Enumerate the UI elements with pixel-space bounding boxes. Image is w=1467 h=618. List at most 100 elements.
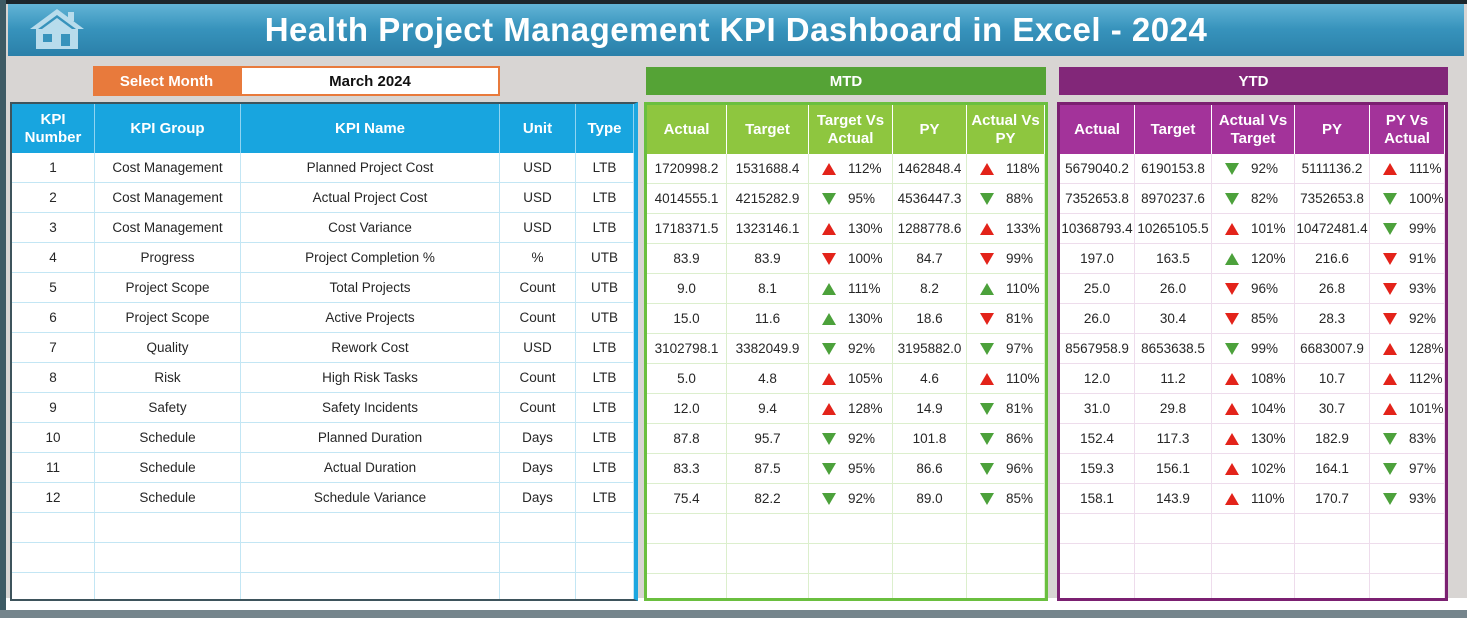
mtd-target-vs-actual-cell[interactable]: 92% (809, 424, 893, 454)
empty-cell[interactable] (727, 544, 809, 574)
type-cell[interactable]: UTB (576, 273, 634, 303)
empty-cell[interactable] (95, 513, 241, 543)
empty-cell[interactable] (727, 514, 809, 544)
empty-cell[interactable] (727, 574, 809, 598)
empty-cell[interactable] (1370, 514, 1445, 544)
ytd-py-cell[interactable]: 6683007.9 (1295, 334, 1370, 364)
kpi-number-cell[interactable]: 11 (12, 453, 95, 483)
type-cell[interactable]: LTB (576, 483, 634, 513)
kpi-name-cell[interactable]: Actual Project Cost (241, 183, 500, 213)
mtd-actual-cell[interactable]: 12.0 (647, 394, 727, 424)
ytd-actual-vs-target-cell[interactable]: 108% (1212, 364, 1295, 394)
mtd-py-cell[interactable]: 4536447.3 (893, 184, 967, 214)
empty-cell[interactable] (1370, 544, 1445, 574)
ytd-actual-vs-target-cell[interactable]: 96% (1212, 274, 1295, 304)
mtd-py-cell[interactable]: 14.9 (893, 394, 967, 424)
empty-cell[interactable] (809, 544, 893, 574)
empty-cell[interactable] (809, 514, 893, 544)
ytd-py-cell[interactable]: 30.7 (1295, 394, 1370, 424)
mtd-py-cell[interactable]: 18.6 (893, 304, 967, 334)
empty-cell[interactable] (241, 573, 500, 599)
mtd-actual-vs-py-cell[interactable]: 86% (967, 424, 1045, 454)
empty-cell[interactable] (1212, 514, 1295, 544)
mtd-target-vs-actual-cell[interactable]: 95% (809, 454, 893, 484)
mtd-actual-cell[interactable]: 5.0 (647, 364, 727, 394)
kpi-name-cell[interactable]: Cost Variance (241, 213, 500, 243)
kpi-name-cell[interactable]: Total Projects (241, 273, 500, 303)
empty-cell[interactable] (967, 514, 1045, 544)
ytd-target-cell[interactable]: 8970237.6 (1135, 184, 1212, 214)
mtd-py-cell[interactable]: 1288778.6 (893, 214, 967, 244)
empty-cell[interactable] (647, 574, 727, 598)
unit-cell[interactable]: Days (500, 453, 576, 483)
unit-cell[interactable]: Count (500, 363, 576, 393)
ytd-target-cell[interactable]: 30.4 (1135, 304, 1212, 334)
empty-cell[interactable] (893, 514, 967, 544)
kpi-name-cell[interactable]: Safety Incidents (241, 393, 500, 423)
kpi-group-cell[interactable]: Cost Management (95, 183, 241, 213)
ytd-py-cell[interactable]: 5111136.2 (1295, 154, 1370, 184)
empty-cell[interactable] (1212, 574, 1295, 598)
unit-cell[interactable]: % (500, 243, 576, 273)
kpi-name-cell[interactable]: High Risk Tasks (241, 363, 500, 393)
mtd-target-cell[interactable]: 8.1 (727, 274, 809, 304)
mtd-target-cell[interactable]: 1531688.4 (727, 154, 809, 184)
mtd-target-cell[interactable]: 1323146.1 (727, 214, 809, 244)
home-button[interactable] (26, 8, 88, 52)
ytd-py-cell[interactable]: 216.6 (1295, 244, 1370, 274)
empty-cell[interactable] (1060, 514, 1135, 544)
mtd-actual-vs-py-cell[interactable]: 133% (967, 214, 1045, 244)
ytd-actual-cell[interactable]: 12.0 (1060, 364, 1135, 394)
type-cell[interactable]: LTB (576, 423, 634, 453)
ytd-actual-cell[interactable]: 158.1 (1060, 484, 1135, 514)
type-cell[interactable]: UTB (576, 303, 634, 333)
empty-cell[interactable] (95, 543, 241, 573)
ytd-target-cell[interactable]: 8653638.5 (1135, 334, 1212, 364)
ytd-actual-vs-target-cell[interactable]: 104% (1212, 394, 1295, 424)
empty-cell[interactable] (967, 574, 1045, 598)
ytd-py-cell[interactable]: 10.7 (1295, 364, 1370, 394)
mtd-target-cell[interactable]: 83.9 (727, 244, 809, 274)
ytd-actual-cell[interactable]: 5679040.2 (1060, 154, 1135, 184)
mtd-actual-vs-py-cell[interactable]: 110% (967, 274, 1045, 304)
ytd-py-cell[interactable]: 182.9 (1295, 424, 1370, 454)
kpi-number-cell[interactable]: 4 (12, 243, 95, 273)
ytd-py-cell[interactable]: 164.1 (1295, 454, 1370, 484)
ytd-target-cell[interactable]: 143.9 (1135, 484, 1212, 514)
ytd-target-cell[interactable]: 117.3 (1135, 424, 1212, 454)
ytd-actual-cell[interactable]: 25.0 (1060, 274, 1135, 304)
empty-cell[interactable] (647, 514, 727, 544)
ytd-target-cell[interactable]: 11.2 (1135, 364, 1212, 394)
ytd-actual-vs-target-cell[interactable]: 120% (1212, 244, 1295, 274)
type-cell[interactable]: LTB (576, 153, 634, 183)
kpi-group-cell[interactable]: Schedule (95, 483, 241, 513)
unit-cell[interactable]: USD (500, 213, 576, 243)
ytd-actual-vs-target-cell[interactable]: 99% (1212, 334, 1295, 364)
unit-cell[interactable]: Days (500, 423, 576, 453)
ytd-py-vs-actual-cell[interactable]: 93% (1370, 274, 1445, 304)
kpi-number-cell[interactable]: 1 (12, 153, 95, 183)
kpi-number-cell[interactable]: 10 (12, 423, 95, 453)
ytd-py-cell[interactable]: 26.8 (1295, 274, 1370, 304)
mtd-target-cell[interactable]: 95.7 (727, 424, 809, 454)
empty-cell[interactable] (95, 573, 241, 599)
kpi-name-cell[interactable]: Project Completion % (241, 243, 500, 273)
ytd-py-vs-actual-cell[interactable]: 100% (1370, 184, 1445, 214)
ytd-py-cell[interactable]: 28.3 (1295, 304, 1370, 334)
mtd-py-cell[interactable]: 101.8 (893, 424, 967, 454)
empty-cell[interactable] (647, 544, 727, 574)
mtd-actual-cell[interactable]: 83.3 (647, 454, 727, 484)
kpi-number-cell[interactable]: 5 (12, 273, 95, 303)
unit-cell[interactable]: USD (500, 333, 576, 363)
mtd-target-vs-actual-cell[interactable]: 130% (809, 214, 893, 244)
kpi-number-cell[interactable]: 9 (12, 393, 95, 423)
unit-cell[interactable]: USD (500, 183, 576, 213)
mtd-actual-vs-py-cell[interactable]: 85% (967, 484, 1045, 514)
ytd-actual-vs-target-cell[interactable]: 110% (1212, 484, 1295, 514)
kpi-group-cell[interactable]: Quality (95, 333, 241, 363)
empty-cell[interactable] (893, 574, 967, 598)
ytd-py-vs-actual-cell[interactable]: 112% (1370, 364, 1445, 394)
month-dropdown[interactable]: March 2024 (240, 66, 500, 96)
ytd-actual-cell[interactable]: 26.0 (1060, 304, 1135, 334)
unit-cell[interactable]: Days (500, 483, 576, 513)
